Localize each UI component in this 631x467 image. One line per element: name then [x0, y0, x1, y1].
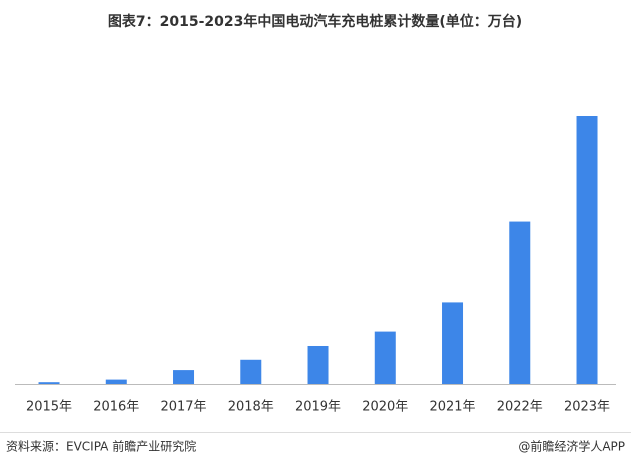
x-tick-label: 2021年 [429, 400, 475, 415]
bar [307, 345, 329, 384]
bar [240, 359, 262, 384]
x-tick-label: 2018年 [228, 400, 274, 415]
bar [442, 302, 464, 384]
bar [509, 221, 531, 384]
bar [38, 382, 60, 384]
chart-title: 图表7：2015-2023年中国电动汽车充电桩累计数量(单位：万台) [108, 13, 522, 30]
source: 资料来源：EVCIPA 前瞻产业研究院 [6, 439, 196, 454]
bar [105, 379, 127, 384]
x-tick-label: 2015年 [26, 400, 72, 415]
x-tick-label: 2020年 [362, 400, 408, 415]
x-tick-label: 2016年 [93, 400, 139, 415]
bar [576, 116, 598, 384]
x-tick-label: 2023年 [564, 400, 610, 415]
credit: @前瞻经济学人APP [518, 439, 625, 454]
bar [173, 370, 195, 384]
x-tick-label: 2022年 [497, 400, 543, 415]
bar [374, 331, 396, 384]
x-tick-label: 2017年 [160, 400, 206, 415]
x-tick-label: 2019年 [295, 400, 341, 415]
